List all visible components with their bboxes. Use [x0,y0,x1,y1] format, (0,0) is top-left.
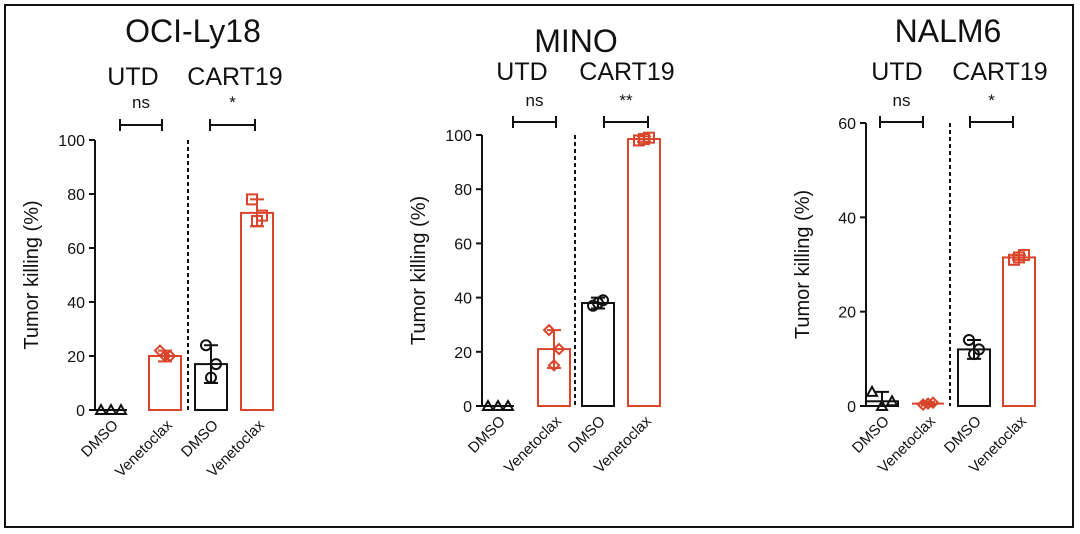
group-label: CART19 [187,63,282,91]
group-label: CART19 [952,58,1047,86]
bar [148,355,182,411]
y-axis-label: Tumor killing (%) [21,200,43,349]
data-point-triangle [481,398,495,411]
y-tick-label: 40 [454,291,472,308]
y-tick-label: 60 [838,116,856,133]
group-label: CART19 [579,58,674,86]
x-tick-label: DMSO [849,413,893,457]
data-point-diamond [921,397,935,411]
significance-label: ns [526,91,544,110]
data-point-circle [200,339,212,352]
significance-bracket [512,116,557,128]
data-point-circle [205,371,217,384]
data-point-triangle [875,398,889,411]
significance-bracket [209,119,256,131]
data-point-square [1018,249,1030,262]
data-point-diamond [542,323,556,337]
significance-bracket [879,116,924,128]
chart-title: MINO [534,23,618,59]
data-point-diamond [158,349,172,363]
data-point-diamond [926,396,940,410]
data-point-circle [210,358,222,371]
data-point-square [256,209,268,222]
y-tick-label: 40 [67,295,85,312]
y-tick-label: 100 [58,133,85,150]
x-tick-label: DMSO [178,417,222,461]
chart-panel-nalm6: NALM6 UTD ns CART19 * 0 20 40 60 Tumor killing (%… [792,13,1048,477]
y-tick-label: 20 [838,305,856,322]
chart-title: NALM6 [895,13,1002,49]
bar [1002,256,1036,407]
y-axis-label: Tumor killing (%) [792,190,814,339]
significance-label: * [988,91,995,110]
data-point-triangle [104,402,118,415]
y-axis-label: Tumor killing (%) [408,196,430,345]
data-point-triangle [865,384,879,397]
data-point-circle [973,343,985,356]
data-point-diamond [547,358,561,372]
y-tick-label: 0 [847,399,856,416]
data-point-diamond [916,398,930,411]
y-tick-label: 40 [838,210,856,227]
y-tick-label: 0 [463,399,472,416]
data-point-square [246,193,258,206]
y-tick-label: 20 [67,349,85,366]
chart-panel-oci-ly18: OCI-Ly18 UTD ns CART19 * 0 20 40 60 80 100 Tumor ki… [21,13,283,481]
significance-label: ns [893,91,911,110]
data-point-diamond [163,349,177,363]
y-tick-label: 80 [454,182,472,199]
y-tick-label: 20 [454,345,472,362]
significance-label: * [229,93,236,112]
significance-bracket [119,119,163,131]
y-tick-label: 0 [76,403,85,420]
bar [240,211,274,411]
data-point-diamond [552,342,566,356]
data-point-circle [963,333,975,346]
bar [581,302,615,407]
significance-bracket [603,116,649,128]
significance-label: ** [619,91,633,110]
data-point-square [643,131,655,144]
x-tick-label: Venetoclax [112,416,176,480]
figure-frame [4,4,1074,528]
group-label: UTD [871,58,922,86]
bar [627,138,661,407]
data-point-triangle [885,394,899,407]
x-tick-label: DMSO [465,413,509,457]
data-point-triangle [501,398,515,411]
y-tick-label: 100 [445,128,472,145]
group-label: UTD [496,58,547,86]
y-tick-label: 60 [67,241,85,258]
x-tick-label: DMSO [941,413,985,457]
data-point-triangle [491,398,505,411]
data-point-triangle [94,402,108,415]
significance-label: ns [132,93,150,112]
data-point-triangle [114,402,128,415]
x-tick-label: DMSO [78,417,122,461]
x-tick-label: Venetoclax [501,412,565,476]
data-point-circle [597,294,609,307]
x-tick-label: DMSO [565,413,609,457]
chart-title: OCI-Ly18 [125,13,261,49]
group-label: UTD [107,63,158,91]
y-tick-label: 60 [454,236,472,253]
y-tick-label: 80 [67,187,85,204]
significance-bracket [969,116,1014,128]
